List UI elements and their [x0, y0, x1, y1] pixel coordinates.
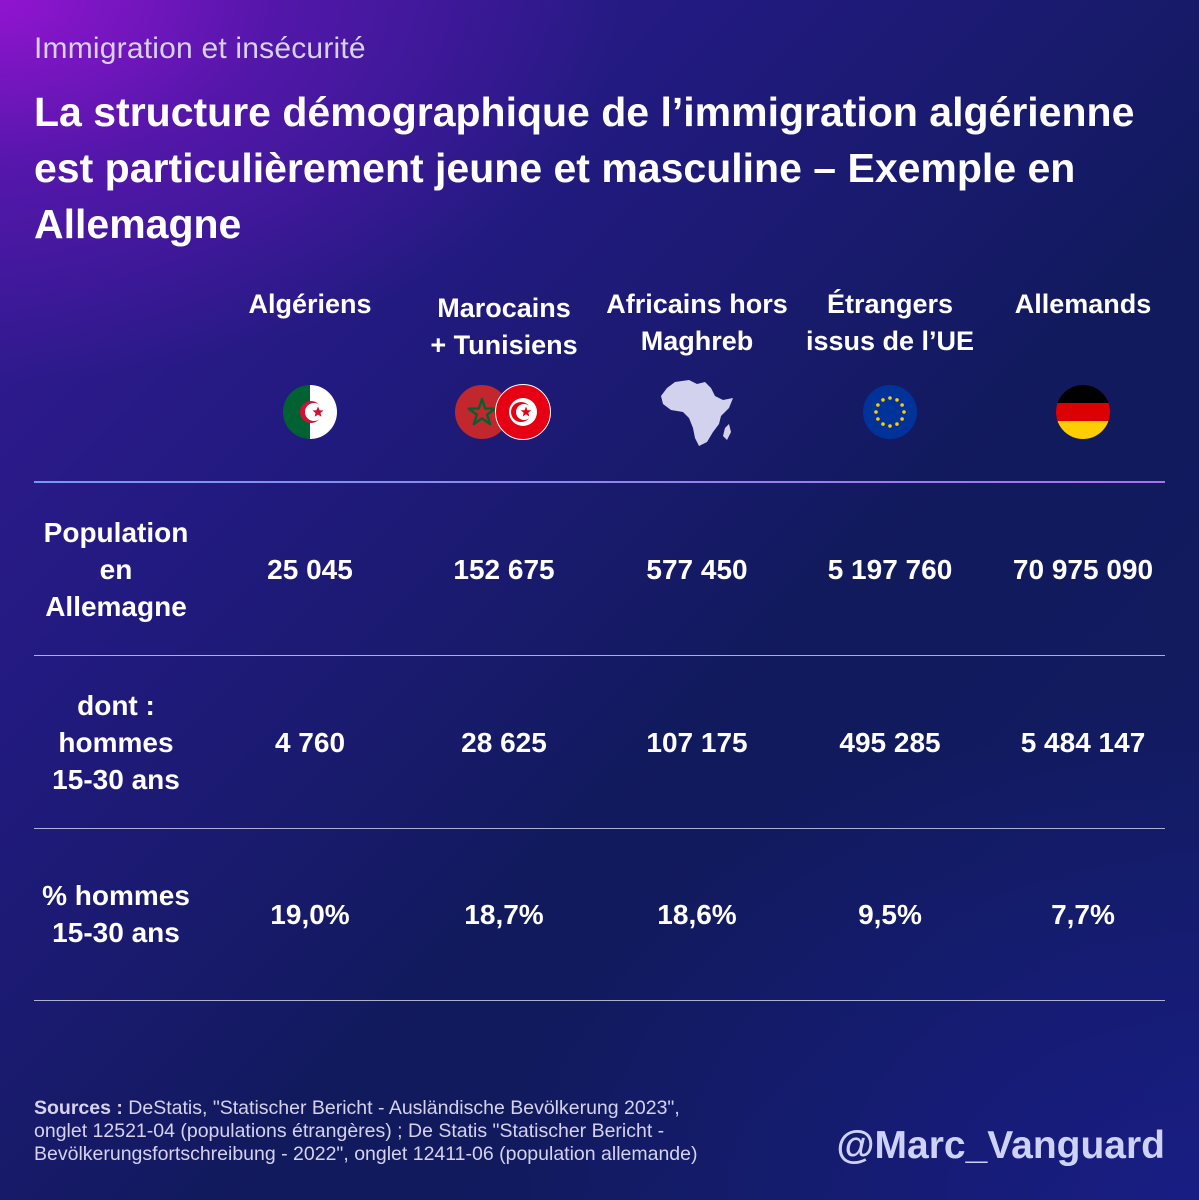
cell-hommes-africains: 107 175 — [646, 727, 748, 758]
column-header-line: Allemands — [1014, 289, 1152, 319]
column-header-line: + Tunisiens — [430, 330, 578, 360]
cell-pourcentage-algeriens: 19,0% — [270, 899, 350, 930]
sources-line: DeStatis, "Statischer Bericht - Ausländi… — [128, 1097, 680, 1119]
row-label-line: % hommes — [42, 880, 190, 911]
sources-line: Bevölkerungsfortschreibung - 2022", ongl… — [34, 1143, 698, 1165]
cell-population-etrangers-ue: 5 197 760 — [827, 554, 953, 585]
column-header-line: Africains hors — [606, 289, 788, 319]
header-divider — [34, 481, 1165, 483]
author-handle: @Marc_Vanguard — [836, 1124, 1165, 1167]
row-label-line: 15-30 ans — [52, 917, 180, 948]
column-header-algeriens: Algériens — [210, 286, 410, 323]
row-label-pourcentage: % hommes 15-30 ans — [16, 877, 216, 951]
morocco-tunisia-flags-icon — [404, 384, 604, 440]
row-divider — [34, 828, 1165, 829]
row-label-hommes: dont : hommes 15-30 ans — [16, 687, 216, 798]
column-header-line: issus de l’UE — [805, 326, 975, 356]
row-divider — [34, 1000, 1165, 1001]
eu-flag-icon — [790, 384, 990, 440]
africa-map-icon — [597, 378, 797, 450]
row-label-line: 15-30 ans — [52, 764, 180, 795]
column-header-etrangers-ue: Étrangers issus de l’UE — [790, 286, 990, 360]
column-header-line: Étrangers — [826, 289, 954, 319]
cell-hommes-allemands: 5 484 147 — [1020, 727, 1146, 758]
column-header-line: Maghreb — [640, 326, 754, 356]
row-label-line: Allemagne — [45, 591, 187, 622]
kicker: Immigration et insécurité — [34, 32, 366, 65]
column-header-allemands: Allemands — [983, 286, 1183, 323]
cell-pourcentage-allemands: 7,7% — [1051, 899, 1115, 930]
cell-hommes-etrangers-ue: 495 285 — [839, 727, 941, 758]
sources-note: Sources : DeStatis, "Statischer Bericht … — [34, 1097, 824, 1166]
cell-population-allemands: 70 975 090 — [1012, 554, 1154, 585]
algeria-flag-icon — [210, 384, 410, 440]
row-label-line: hommes — [58, 727, 174, 758]
column-header-africains: Africains hors Maghreb — [597, 286, 797, 360]
sources-lead: Sources : — [34, 1097, 129, 1119]
column-header-line: Marocains — [437, 293, 571, 323]
sources-line: onglet 12521-04 (populations étrangères)… — [34, 1120, 665, 1142]
row-divider — [34, 655, 1165, 656]
cell-population-africains: 577 450 — [646, 554, 748, 585]
cell-hommes-marocains-tunisiens: 28 625 — [461, 727, 547, 758]
cell-pourcentage-etrangers-ue: 9,5% — [858, 899, 922, 930]
headline: La structure démographique de l’immigrat… — [34, 89, 1135, 247]
row-label-line: en — [99, 554, 133, 585]
germany-flag-icon — [983, 384, 1183, 440]
row-label-line: Population — [43, 517, 189, 548]
row-label-line: dont : — [77, 690, 155, 721]
column-header-marocains-tunisiens: Marocains + Tunisiens — [404, 290, 604, 364]
cell-population-marocains-tunisiens: 152 675 — [453, 554, 555, 585]
cell-pourcentage-africains: 18,6% — [657, 899, 737, 930]
column-header-line: Algériens — [248, 289, 372, 319]
cell-population-algeriens: 25 045 — [267, 554, 353, 585]
cell-pourcentage-marocains-tunisiens: 18,7% — [464, 899, 544, 930]
cell-hommes-algeriens: 4 760 — [274, 727, 346, 758]
row-label-population: Population en Allemagne — [16, 514, 216, 625]
